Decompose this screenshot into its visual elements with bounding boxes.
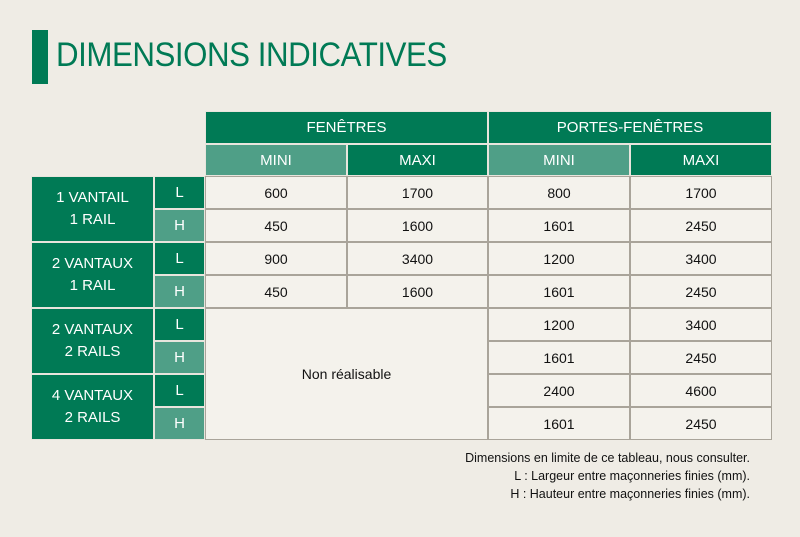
table-cell: 1700 bbox=[347, 176, 488, 209]
row-group-line1: 1 VANTAIL bbox=[56, 189, 129, 206]
table-cell: 1200 bbox=[488, 242, 630, 275]
header-portes-fenetres: PORTES-FENÊTRES bbox=[488, 111, 772, 144]
table-cell: 2450 bbox=[630, 341, 772, 374]
row-group-label: 2 VANTAUX 1 RAIL bbox=[31, 242, 154, 308]
table-cell: 2400 bbox=[488, 374, 630, 407]
table-cell: 1200 bbox=[488, 308, 630, 341]
subheader-maxi: MAXI bbox=[347, 144, 488, 176]
footnote-consult: Dimensions en limite de ce tableau, nous… bbox=[465, 451, 750, 465]
subheader-maxi: MAXI bbox=[630, 144, 772, 176]
row-group-line1: 2 VANTAUX bbox=[51, 321, 134, 338]
table-cell: 2450 bbox=[630, 275, 772, 308]
table-cell: 450 bbox=[205, 209, 347, 242]
dimension-label-h: H bbox=[154, 407, 205, 440]
table-cell: 2450 bbox=[630, 407, 772, 440]
table-cell: 1601 bbox=[488, 275, 630, 308]
table-cell: 1601 bbox=[488, 341, 630, 374]
header-fenetres: FENÊTRES bbox=[205, 111, 488, 144]
table-cell: 1700 bbox=[630, 176, 772, 209]
row-group-label: 4 VANTAUX 2 RAILS bbox=[31, 374, 154, 440]
dimension-label-h: H bbox=[154, 275, 205, 308]
row-group-line1: 2 VANTAUX bbox=[51, 255, 134, 272]
table-cell: 3400 bbox=[630, 242, 772, 275]
table-cell: 900 bbox=[205, 242, 347, 275]
subheader-mini: MINI bbox=[488, 144, 630, 176]
table-cell: 2450 bbox=[630, 209, 772, 242]
row-group-line2: 2 RAILS bbox=[64, 343, 121, 360]
dimension-label-h: H bbox=[154, 209, 205, 242]
row-group-label: 2 VANTAUX 2 RAILS bbox=[31, 308, 154, 374]
table-cell: 4600 bbox=[630, 374, 772, 407]
title-accent-bar bbox=[32, 30, 48, 84]
subheader-mini: MINI bbox=[205, 144, 347, 176]
row-group-line2: 2 RAILS bbox=[64, 409, 121, 426]
table-cell: 600 bbox=[205, 176, 347, 209]
footnotes: Dimensions en limite de ce tableau, nous… bbox=[465, 449, 750, 503]
dimension-label-l: L bbox=[154, 374, 205, 407]
row-group-line2: 1 RAIL bbox=[69, 211, 116, 228]
dimension-label-l: L bbox=[154, 176, 205, 209]
dimension-label-l: L bbox=[154, 242, 205, 275]
row-group-label: 1 VANTAIL 1 RAIL bbox=[31, 176, 154, 242]
table-cell: 3400 bbox=[347, 242, 488, 275]
table-cell: 1601 bbox=[488, 209, 630, 242]
footnote-width: L : Largeur entre maçonneries finies (mm… bbox=[514, 469, 750, 483]
row-group-line1: 4 VANTAUX bbox=[51, 387, 134, 404]
dimension-label-h: H bbox=[154, 341, 205, 374]
table-cell: 450 bbox=[205, 275, 347, 308]
table-cell: 3400 bbox=[630, 308, 772, 341]
page-title: DIMENSIONS INDICATIVES bbox=[56, 36, 447, 74]
footnote-height: H : Hauteur entre maçonneries finies (mm… bbox=[510, 487, 750, 501]
table-cell: 1600 bbox=[347, 209, 488, 242]
table-cell: 800 bbox=[488, 176, 630, 209]
dimension-label-l: L bbox=[154, 308, 205, 341]
not-feasible-cell: Non réalisable bbox=[205, 308, 488, 440]
table-cell: 1601 bbox=[488, 407, 630, 440]
row-group-line2: 1 RAIL bbox=[69, 277, 116, 294]
table-cell: 1600 bbox=[347, 275, 488, 308]
